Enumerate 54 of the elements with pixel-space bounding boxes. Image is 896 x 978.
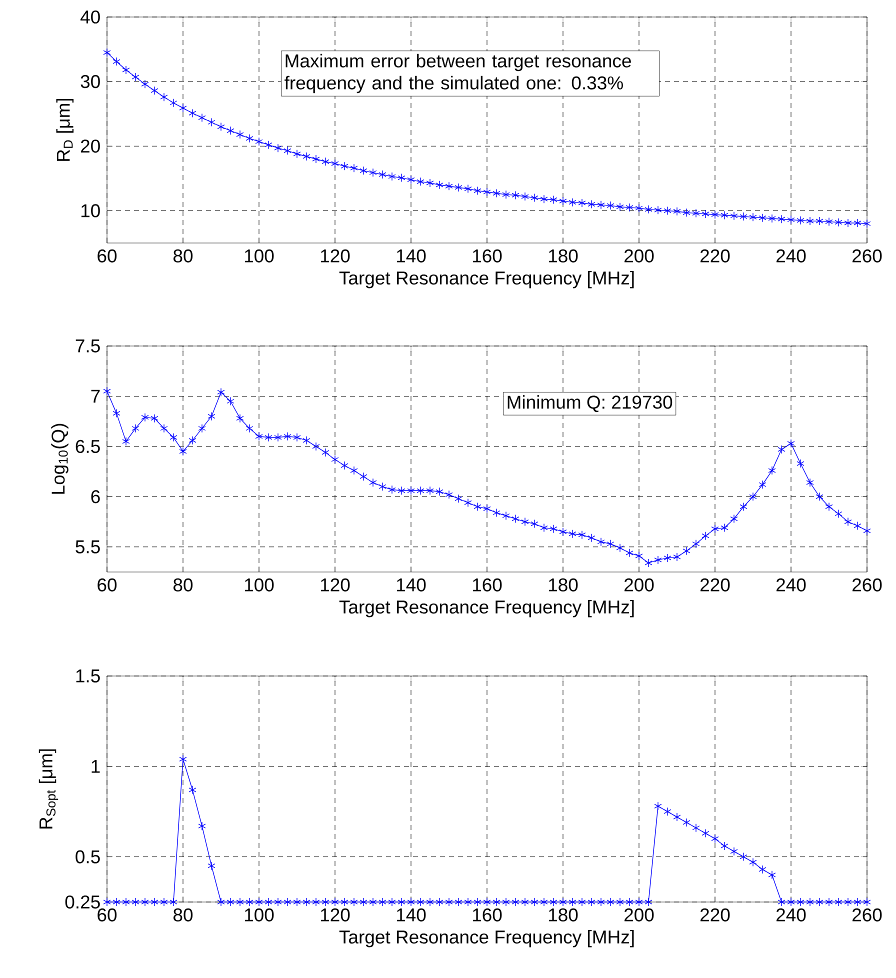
x-tick-label: 80 <box>174 578 193 592</box>
y-axis-title: Log$_{10}$(Q) <box>51 424 68 494</box>
x-tick-label: 120 <box>320 578 350 592</box>
y-tick-label: 6 <box>91 490 100 504</box>
x-tick-label: 180 <box>548 908 578 922</box>
y-tick-label: 30 <box>80 75 100 88</box>
x-tick-label: 140 <box>396 249 426 262</box>
y-tick-label: 6.5 <box>76 440 100 454</box>
x-tick-label: 220 <box>700 578 730 592</box>
y-tick-label: 7.5 <box>76 340 100 352</box>
x-tick-label: 220 <box>700 249 730 262</box>
y-tick-label: 1.5 <box>76 670 100 682</box>
x-tick-label: 200 <box>624 249 654 262</box>
x-tick-label: 80 <box>174 908 193 922</box>
y-tick-label: 0.5 <box>76 850 100 864</box>
x-tick-label: 60 <box>98 578 117 592</box>
x-tick-label: 260 <box>852 578 882 592</box>
x-tick-label: 120 <box>320 249 350 262</box>
x-tick-label: 80 <box>174 249 193 262</box>
y-tick-label: 40 <box>80 10 100 24</box>
y-tick-label: 20 <box>80 140 100 153</box>
x-tick-label: 200 <box>624 908 654 922</box>
y-tick-label: 5.5 <box>76 540 100 554</box>
x-tick-label: 260 <box>852 908 882 922</box>
x-tick-label: 60 <box>98 908 117 922</box>
y-axis-title: R$_{Sopt}$ [μm] <box>38 749 58 828</box>
x-tick-label: 160 <box>472 908 502 922</box>
x-tick-label: 120 <box>320 908 350 922</box>
x-tick-label: 220 <box>700 908 730 922</box>
x-tick-label: 160 <box>472 578 502 592</box>
x-tick-label: 100 <box>244 249 274 262</box>
y-tick-label: 1 <box>92 760 100 773</box>
x-tick-label: 160 <box>472 249 502 262</box>
x-tick-label: 240 <box>776 249 806 262</box>
x-tick-label: 180 <box>548 578 578 592</box>
x-axis-title: Target Resonance Frequency [MHz] <box>339 600 634 618</box>
x-tick-label: 200 <box>624 578 654 592</box>
x-tick-label: 260 <box>852 249 882 262</box>
x-tick-label: 60 <box>98 249 117 262</box>
y-tick-label: 10 <box>81 204 100 218</box>
y-tick-label: 0.25 <box>65 895 100 909</box>
x-tick-label: 140 <box>396 908 426 922</box>
x-tick-label: 240 <box>776 578 806 592</box>
x-tick-label: 100 <box>244 578 274 592</box>
y-axis-title: R$_{D}$ [μm] <box>56 98 74 161</box>
x-tick-label: 180 <box>548 249 578 262</box>
x-tick-label: 100 <box>244 908 274 922</box>
y-tick-label: 7 <box>91 390 100 403</box>
x-tick-label: 140 <box>396 578 426 592</box>
x-axis-title: Target Resonance Frequency [MHz] <box>339 270 634 288</box>
x-axis-title: Target Resonance Frequency [MHz] <box>339 930 634 948</box>
annotation: Maximum error between target resonance frequency and the simulated one: 0.33% <box>284 54 631 94</box>
annotation: Minimum Q: 219730 <box>508 395 672 412</box>
x-tick-label: 240 <box>776 908 806 922</box>
